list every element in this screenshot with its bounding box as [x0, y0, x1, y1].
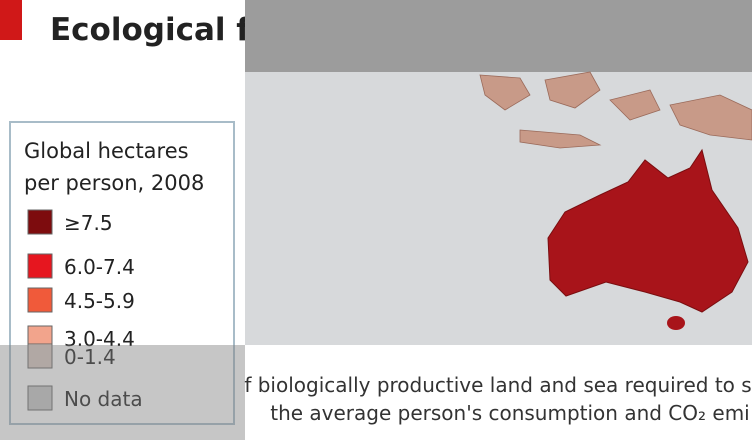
legend-label: 0-1.4 [64, 345, 116, 369]
title-marker [0, 0, 22, 40]
legend-items: ≥7.5 6.0-7.4 4.5-5.9 3.0-4.40-1.4 No data [27, 209, 143, 411]
overlay-shade [0, 345, 245, 440]
caption-line: the average person's consumption and CO₂… [270, 401, 750, 425]
legend-swatch [27, 253, 53, 279]
legend-label: ≥7.5 [64, 211, 113, 235]
legend-label: No data [64, 387, 143, 411]
map-islands [479, 71, 752, 149]
island [669, 94, 752, 141]
island [519, 129, 602, 149]
legend-label: 6.0-7.4 [64, 255, 135, 279]
legend-title: per person, 2008 [24, 171, 204, 195]
legend-label: 3.0-4.4 [64, 327, 135, 351]
legend-swatch [27, 343, 53, 369]
australia [547, 148, 749, 313]
caption-line: f biologically productive land and sea r… [244, 373, 751, 397]
island [609, 89, 661, 121]
title: Ecological f [50, 12, 250, 48]
legend-title: Global hectares [24, 139, 189, 163]
island [479, 74, 531, 111]
legend-swatch [27, 385, 53, 411]
tasmania [667, 316, 685, 330]
legend-label: 4.5-5.9 [64, 289, 135, 313]
legend-swatch [27, 209, 53, 235]
legend-swatch [27, 287, 53, 313]
island [544, 71, 601, 109]
overlay-band [245, 0, 752, 72]
